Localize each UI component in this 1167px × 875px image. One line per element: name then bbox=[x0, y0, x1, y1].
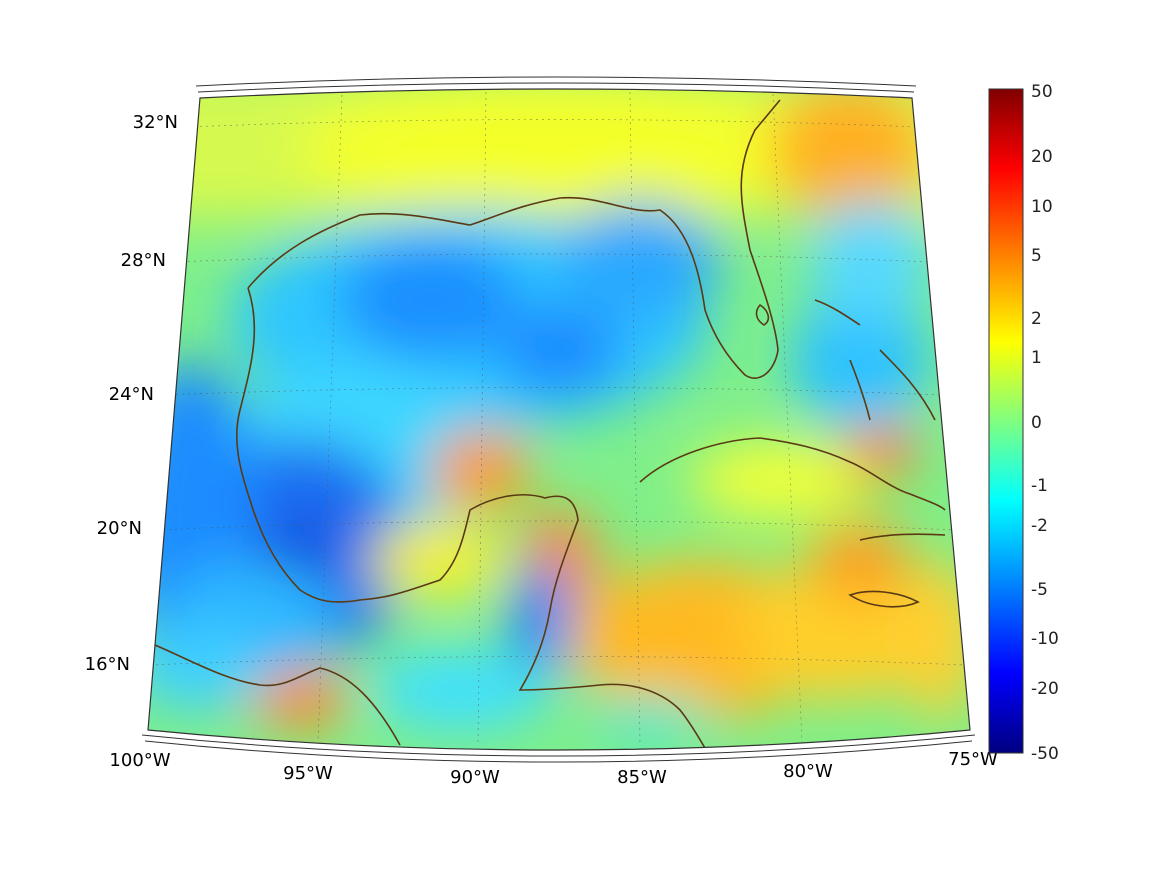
colorbar-tick-label: -5 bbox=[1031, 580, 1048, 600]
lon-label: 90°W bbox=[450, 767, 500, 788]
coastline bbox=[154, 99, 946, 749]
lat-label: 16°N bbox=[85, 654, 130, 675]
lon-label: 85°W bbox=[617, 767, 667, 788]
colorbar-gradient bbox=[988, 88, 1024, 754]
colorbar-tick-label: 1 bbox=[1031, 348, 1042, 368]
colorbar-tick-label: 20 bbox=[1031, 147, 1053, 167]
colorbar-tick-label: 50 bbox=[1031, 82, 1053, 102]
colorbar-tick-label: 0 bbox=[1031, 413, 1042, 433]
data-field bbox=[148, 89, 970, 750]
colorbar-tick-label: -50 bbox=[1031, 744, 1059, 764]
graticule bbox=[149, 91, 966, 746]
colorbar-tick-label: 2 bbox=[1031, 309, 1042, 329]
map-frame bbox=[147, 88, 971, 751]
lat-label: 24°N bbox=[109, 384, 154, 405]
colorbar-tick-label: -2 bbox=[1031, 516, 1048, 536]
lat-label: 20°N bbox=[97, 518, 142, 539]
lon-label: 95°W bbox=[283, 763, 333, 784]
colorbar-tick-label: -10 bbox=[1031, 629, 1059, 649]
lon-label: 100°W bbox=[109, 750, 170, 771]
colorbar-tick-label: 10 bbox=[1031, 197, 1053, 217]
colorbar-tick-label: -20 bbox=[1031, 679, 1059, 699]
latitude-labels: 32°N 28°N 24°N 20°N 16°N bbox=[85, 112, 178, 675]
lon-label: 75°W bbox=[948, 749, 998, 770]
lat-label: 32°N bbox=[133, 112, 178, 133]
lon-label: 80°W bbox=[783, 761, 833, 782]
longitude-labels: 100°W 95°W 90°W 85°W 80°W 75°W bbox=[109, 749, 998, 788]
colorbar-tick-label: 5 bbox=[1031, 246, 1042, 266]
lat-label: 28°N bbox=[121, 250, 166, 271]
colorbar-tick-label: -1 bbox=[1031, 476, 1048, 496]
